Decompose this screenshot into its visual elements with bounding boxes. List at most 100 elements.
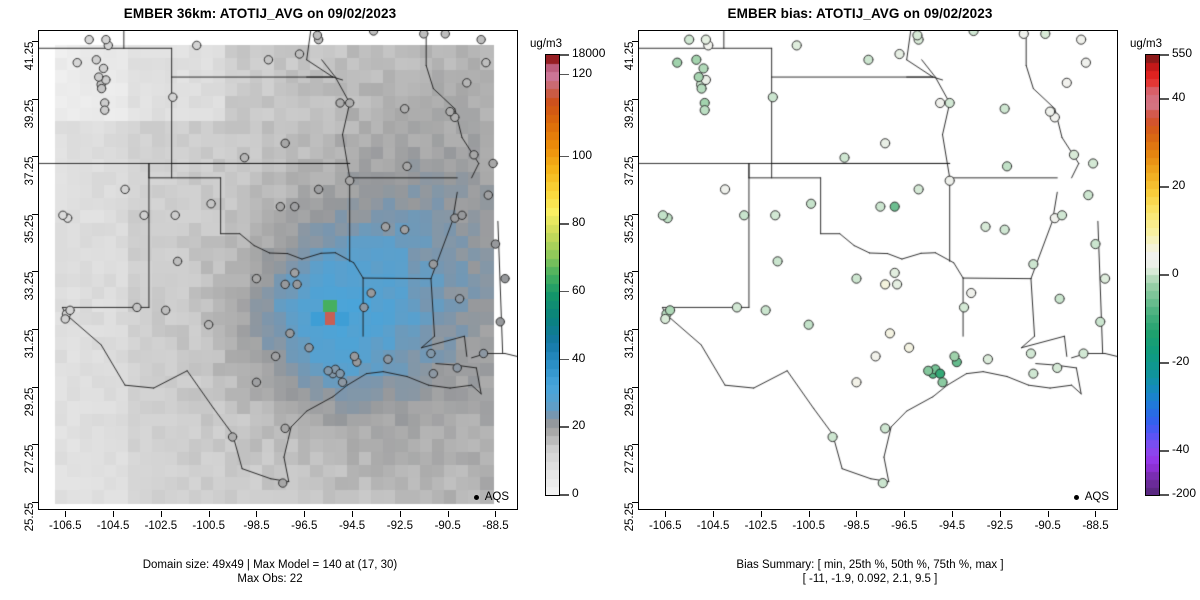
x-tick-label: -104.5 bbox=[96, 520, 130, 532]
y-tick bbox=[32, 41, 38, 43]
x-tick-label: -106.5 bbox=[48, 520, 82, 532]
x-tick-label: -98.5 bbox=[243, 520, 270, 532]
colorbar-tick bbox=[560, 290, 569, 293]
x-tick-label: -90.5 bbox=[434, 520, 461, 532]
bias-legend-label: AQS bbox=[1084, 491, 1109, 503]
y-tick-label: 27.25 bbox=[624, 444, 636, 474]
x-tick-label: -98.5 bbox=[843, 520, 870, 532]
bias-colorbar-strip bbox=[1145, 54, 1160, 496]
x-tick bbox=[713, 511, 715, 517]
x-tick bbox=[665, 511, 667, 517]
x-tick bbox=[65, 511, 67, 517]
colorbar-tick-label: 0 bbox=[572, 486, 579, 500]
panel-model-title: EMBER 36km: ATOTIJ_AVG on 09/02/2023 bbox=[123, 6, 397, 21]
colorbar-tick-label: 100 bbox=[572, 147, 593, 162]
panel-bias: EMBER bias: ATOTIJ_AVG on 09/02/2023 AQS… bbox=[600, 0, 1200, 600]
panel-model: EMBER 36km: ATOTIJ_AVG on 09/02/2023 AQS… bbox=[24, 6, 605, 585]
x-tick-label: -100.5 bbox=[792, 520, 825, 532]
colorbar-tick-label: 80 bbox=[572, 215, 586, 230]
y-tick-label: 35.25 bbox=[624, 214, 636, 244]
x-tick bbox=[399, 511, 401, 517]
colorbar-tick-label: 40 bbox=[572, 350, 586, 365]
y-tick bbox=[632, 501, 638, 503]
x-tick-label: -90.5 bbox=[1034, 520, 1061, 532]
y-tick-label: 25.25 bbox=[24, 502, 36, 532]
x-tick bbox=[760, 511, 762, 517]
y-tick bbox=[632, 271, 638, 273]
model-map-canvas bbox=[39, 31, 517, 509]
y-tick-label: 37.25 bbox=[624, 156, 636, 186]
y-tick bbox=[632, 329, 638, 331]
x-tick-label: -102.5 bbox=[744, 520, 778, 532]
colorbar-tick bbox=[1160, 494, 1169, 496]
colorbar-tick bbox=[560, 54, 569, 56]
y-tick bbox=[32, 501, 38, 503]
x-tick bbox=[999, 511, 1001, 517]
y-tick-label: 39.25 bbox=[24, 99, 36, 129]
colorbar-tick bbox=[1160, 186, 1169, 188]
y-tick bbox=[632, 98, 638, 100]
colorbar-tick-label: -20 bbox=[1172, 354, 1190, 368]
x-tick bbox=[160, 511, 162, 517]
y-tick-label: 35.25 bbox=[24, 214, 36, 244]
model-legend: AQS bbox=[473, 491, 509, 503]
y-tick bbox=[632, 213, 638, 215]
x-tick bbox=[208, 511, 210, 517]
x-tick-label: -92.5 bbox=[386, 520, 413, 532]
x-tick-label: -96.5 bbox=[291, 520, 318, 532]
colorbar-tick bbox=[1160, 274, 1169, 276]
model-caption-line1: Domain size: 49x49 | Max Model = 140 at … bbox=[142, 559, 398, 571]
colorbar-tick-label: 60 bbox=[572, 282, 586, 297]
y-tick bbox=[32, 386, 38, 388]
x-tick-label: -88.5 bbox=[482, 520, 509, 532]
colorbar-tick bbox=[1160, 98, 1169, 100]
bias-colorbar-units: ug/m3 bbox=[1130, 38, 1162, 50]
y-tick-label: 27.25 bbox=[24, 444, 36, 474]
colorbar-tick bbox=[560, 426, 569, 428]
colorbar-tick bbox=[560, 155, 569, 158]
y-tick-label: 31.25 bbox=[624, 329, 636, 359]
x-tick-label: -106.5 bbox=[648, 520, 682, 532]
model-map-plot: AQS bbox=[38, 30, 518, 510]
colorbar-tick-label: -200 bbox=[1172, 486, 1197, 500]
y-tick bbox=[32, 329, 38, 331]
model-colorbar-units: ug/m3 bbox=[530, 38, 562, 50]
x-tick bbox=[1047, 511, 1049, 517]
x-tick-label: -96.5 bbox=[891, 520, 918, 532]
x-tick bbox=[447, 511, 449, 517]
x-tick bbox=[856, 511, 858, 517]
model-colorbar-strip bbox=[545, 54, 560, 496]
y-tick-label: 41.25 bbox=[624, 41, 636, 71]
colorbar-tick bbox=[1160, 450, 1169, 452]
x-tick-label: -94.5 bbox=[938, 520, 966, 532]
colorbar-tick bbox=[1160, 54, 1169, 56]
colorbar-tick-label: 18000 bbox=[572, 46, 606, 60]
colorbar-tick-label: 0 bbox=[1172, 266, 1179, 280]
bias-map-canvas bbox=[639, 31, 1117, 509]
x-tick bbox=[495, 511, 497, 517]
y-tick bbox=[632, 156, 638, 158]
x-tick-label: -92.5 bbox=[986, 520, 1013, 532]
x-tick-label: -94.5 bbox=[338, 520, 366, 532]
colorbar-tick bbox=[560, 223, 569, 225]
colorbar-tick-label: 20 bbox=[1172, 178, 1186, 192]
colorbar-tick-label: 120 bbox=[572, 65, 593, 80]
x-tick bbox=[952, 511, 954, 517]
x-tick-label: -88.5 bbox=[1082, 520, 1109, 532]
x-tick bbox=[808, 511, 810, 517]
aqs-marker-icon bbox=[1073, 494, 1079, 500]
y-tick-label: 31.25 bbox=[24, 329, 36, 359]
panel-bias-title: EMBER bias: ATOTIJ_AVG on 09/02/2023 bbox=[727, 6, 993, 21]
y-tick-label: 33.25 bbox=[624, 272, 636, 301]
y-tick bbox=[632, 41, 638, 43]
colorbar-tick bbox=[560, 73, 569, 76]
x-tick bbox=[304, 511, 306, 517]
bias-caption-line1: Bias Summary: [ min, 25th %, 50th %, 75t… bbox=[736, 559, 1004, 571]
y-tick bbox=[632, 386, 638, 388]
colorbar-tick-label: 40 bbox=[1172, 90, 1186, 104]
colorbar-tick bbox=[1160, 362, 1169, 364]
y-tick-label: 29.25 bbox=[24, 387, 36, 416]
x-tick bbox=[352, 511, 354, 517]
x-tick-label: -102.5 bbox=[144, 520, 178, 532]
